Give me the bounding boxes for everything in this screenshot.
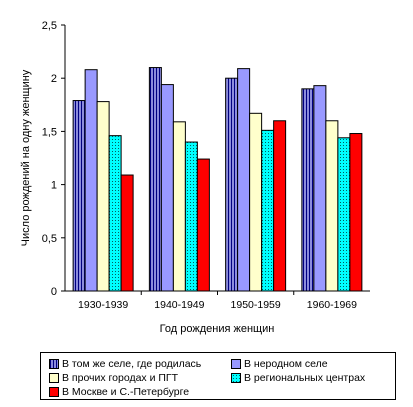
bar <box>108 135 122 292</box>
bar <box>196 158 210 292</box>
legend-item: В Москве и С.-Петербурге <box>49 385 189 398</box>
y-tick-label: 2,5 <box>42 20 57 32</box>
bar <box>325 120 339 292</box>
legend-label: В прочих городах и ПГТ <box>62 371 179 384</box>
legend-swatch <box>49 372 59 383</box>
legend-label: В Москве и С.-Петербурге <box>62 385 190 398</box>
x-tick-label: 1950-1959 <box>231 299 281 311</box>
legend-item: В неродном селе <box>231 357 328 370</box>
bar <box>313 85 327 292</box>
legend: В том же селе, где родилась В неродном се… <box>40 352 396 400</box>
legend-swatch <box>231 358 241 369</box>
bar <box>184 141 198 292</box>
legend-label: В неродном селе <box>244 357 328 370</box>
bar <box>96 101 110 292</box>
legend-item: В том же селе, где родилась <box>49 357 201 370</box>
bar <box>225 77 239 292</box>
y-axis-title: Число рождений на одну женщину <box>20 69 32 246</box>
legend-swatch <box>49 358 59 369</box>
bar <box>261 129 275 292</box>
bar <box>301 88 315 292</box>
bar <box>249 112 263 292</box>
y-tick-label: 0 <box>51 286 57 298</box>
legend-item: В региональных центрах <box>231 371 365 384</box>
legend-swatch <box>231 372 241 383</box>
y-tick-label: 2 <box>51 73 57 85</box>
bar <box>84 69 98 292</box>
bar <box>349 133 363 292</box>
bar <box>120 174 134 292</box>
y-tick-label: 1 <box>51 180 57 192</box>
x-tick-label: 1930-1939 <box>78 299 128 311</box>
bar <box>148 67 162 292</box>
bar <box>237 68 251 292</box>
legend-item: В прочих городах и ПГТ <box>49 371 178 384</box>
x-axis-title: Год рождения женщин <box>160 323 275 335</box>
x-tick-label: 1940-1949 <box>154 299 204 311</box>
bar <box>172 121 186 292</box>
bar <box>160 84 174 292</box>
y-tick-label: 0,5 <box>42 233 57 245</box>
bar <box>273 120 287 292</box>
y-tick-label: 1,5 <box>42 126 57 138</box>
bar <box>337 137 351 292</box>
legend-label: В том же селе, где родилась <box>62 357 202 370</box>
bar <box>72 100 86 292</box>
x-tick-label: 1960-1969 <box>307 299 357 311</box>
legend-label: В региональных центрах <box>244 371 366 384</box>
legend-swatch <box>49 386 59 397</box>
